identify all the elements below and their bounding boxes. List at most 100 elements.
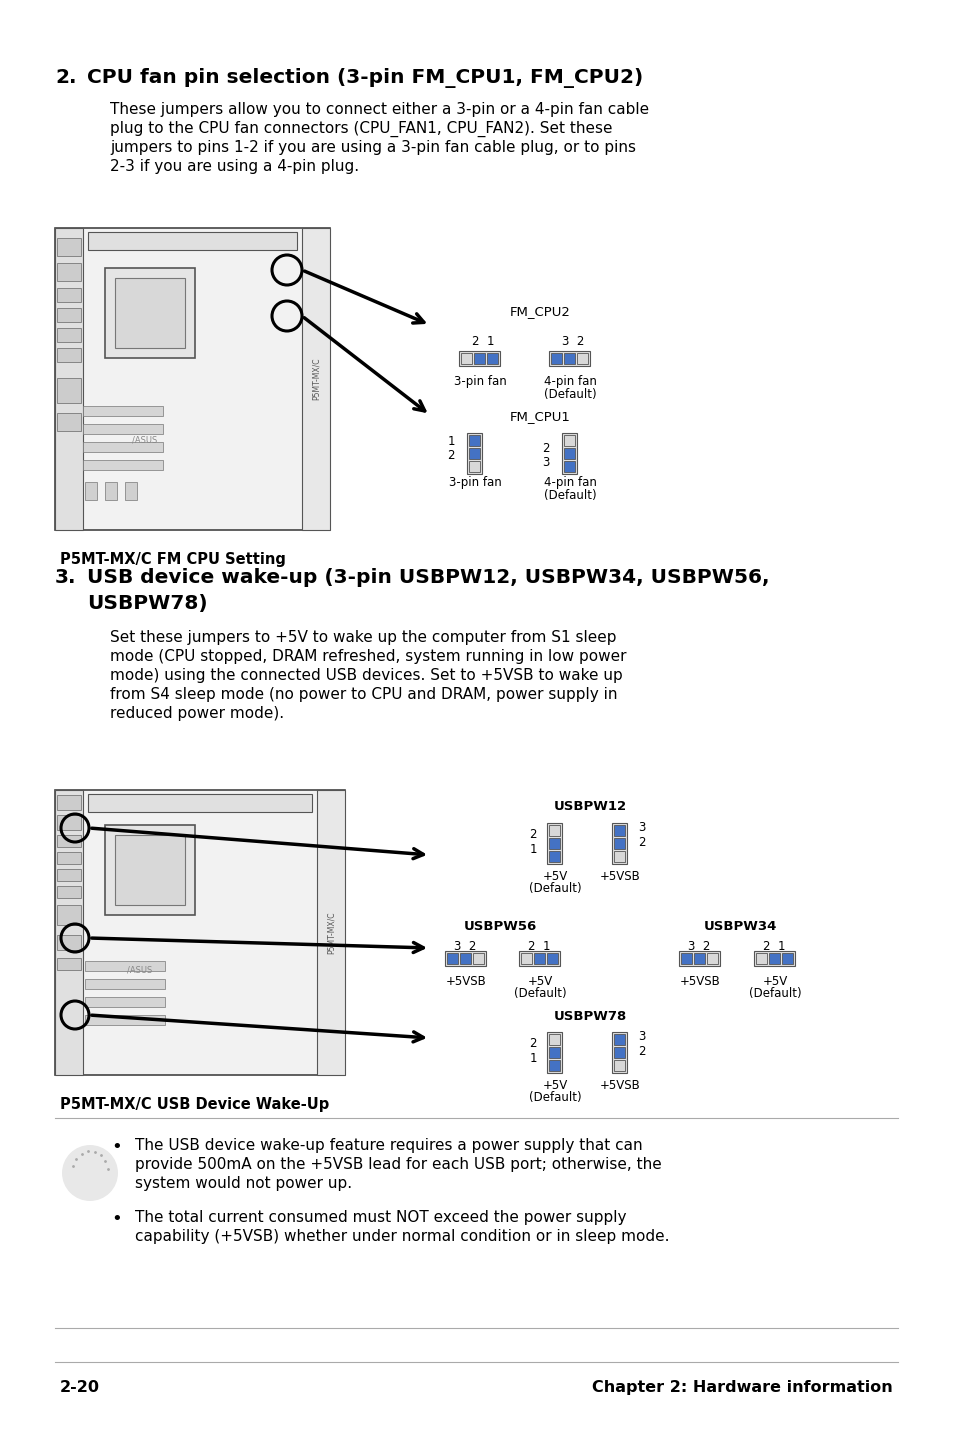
Bar bbox=[534, 952, 545, 963]
Bar bbox=[549, 1047, 560, 1057]
Text: USB device wake-up (3-pin USBPW12, USBPW34, USBPW56,: USB device wake-up (3-pin USBPW12, USBPW… bbox=[87, 568, 769, 587]
Text: P5MT-MX/C: P5MT-MX/C bbox=[312, 358, 320, 400]
Text: •: • bbox=[112, 1137, 122, 1156]
Bar bbox=[57, 958, 81, 971]
Bar bbox=[105, 267, 194, 358]
Bar bbox=[459, 351, 500, 365]
Bar bbox=[57, 413, 81, 431]
Bar bbox=[57, 239, 81, 256]
Text: P5MT-MX/C USB Device Wake-Up: P5MT-MX/C USB Device Wake-Up bbox=[60, 1097, 329, 1112]
Bar bbox=[57, 935, 81, 951]
Bar bbox=[564, 460, 575, 472]
Text: +5V: +5V bbox=[527, 975, 552, 988]
Bar bbox=[564, 352, 575, 364]
Bar bbox=[756, 952, 767, 963]
Text: 2-3 if you are using a 4-pin plug.: 2-3 if you are using a 4-pin plug. bbox=[110, 160, 358, 174]
Text: +5VSB: +5VSB bbox=[679, 975, 720, 988]
Bar bbox=[521, 952, 532, 963]
Text: 2: 2 bbox=[529, 1037, 537, 1050]
Bar bbox=[679, 951, 720, 965]
Bar bbox=[83, 406, 163, 416]
Bar bbox=[577, 352, 588, 364]
Text: Chapter 2: Hardware information: Chapter 2: Hardware information bbox=[592, 1380, 892, 1395]
Bar bbox=[88, 232, 296, 250]
Text: +5V: +5V bbox=[761, 975, 787, 988]
Bar bbox=[549, 837, 560, 848]
Text: /ASUS: /ASUS bbox=[132, 436, 157, 444]
Text: mode) using the connected USB devices. Set to +5VSB to wake up: mode) using the connected USB devices. S… bbox=[110, 669, 622, 683]
Text: capability (+5VSB) whether under normal condition or in sleep mode.: capability (+5VSB) whether under normal … bbox=[135, 1229, 669, 1244]
Text: Set these jumpers to +5V to wake up the computer from S1 sleep: Set these jumpers to +5V to wake up the … bbox=[110, 630, 616, 646]
Text: 3-pin fan: 3-pin fan bbox=[453, 375, 506, 388]
Text: (Default): (Default) bbox=[543, 489, 596, 502]
Text: provide 500mA on the +5VSB lead for each USB port; otherwise, the: provide 500mA on the +5VSB lead for each… bbox=[135, 1158, 661, 1172]
Text: 3  2: 3 2 bbox=[687, 940, 710, 953]
Bar bbox=[551, 352, 562, 364]
Bar bbox=[467, 433, 482, 473]
Bar bbox=[549, 850, 560, 861]
Text: /ASUS: /ASUS bbox=[128, 965, 152, 975]
Text: 1: 1 bbox=[529, 1053, 537, 1066]
Text: 3: 3 bbox=[638, 821, 644, 834]
Bar bbox=[316, 789, 345, 1076]
Bar bbox=[614, 850, 625, 861]
Bar bbox=[88, 794, 312, 812]
Text: These jumpers allow you to connect either a 3-pin or a 4-pin fan cable: These jumpers allow you to connect eithe… bbox=[110, 102, 648, 116]
Text: 1: 1 bbox=[529, 843, 537, 856]
Bar bbox=[85, 1015, 165, 1025]
Bar bbox=[519, 951, 560, 965]
Text: 2: 2 bbox=[447, 449, 455, 462]
Text: (Default): (Default) bbox=[748, 986, 801, 999]
Text: reduced power mode).: reduced power mode). bbox=[110, 706, 284, 720]
Bar bbox=[473, 952, 484, 963]
Text: CPU fan pin selection (3-pin FM_CPU1, FM_CPU2): CPU fan pin selection (3-pin FM_CPU1, FM… bbox=[87, 68, 642, 88]
Bar bbox=[57, 328, 81, 342]
Text: +5V: +5V bbox=[542, 870, 567, 883]
Text: system would not power up.: system would not power up. bbox=[135, 1176, 352, 1191]
Bar bbox=[614, 1060, 625, 1070]
Bar bbox=[487, 352, 498, 364]
Bar bbox=[57, 869, 81, 881]
Bar bbox=[85, 997, 165, 1007]
Bar bbox=[85, 961, 165, 971]
Text: 2: 2 bbox=[638, 835, 645, 848]
Text: The USB device wake-up feature requires a power supply that can: The USB device wake-up feature requires … bbox=[135, 1137, 642, 1153]
Text: USBPW78: USBPW78 bbox=[553, 1009, 626, 1022]
Text: FM_CPU1: FM_CPU1 bbox=[510, 410, 570, 423]
Bar bbox=[85, 979, 165, 989]
Bar bbox=[461, 352, 472, 364]
Bar bbox=[549, 824, 560, 835]
Text: plug to the CPU fan connectors (CPU_FAN1, CPU_FAN2). Set these: plug to the CPU fan connectors (CPU_FAN1… bbox=[110, 121, 612, 137]
Text: The total current consumed must NOT exceed the power supply: The total current consumed must NOT exce… bbox=[135, 1209, 626, 1225]
Text: 3  2: 3 2 bbox=[454, 940, 476, 953]
Bar bbox=[680, 952, 692, 963]
Text: •: • bbox=[112, 1209, 122, 1228]
Bar bbox=[614, 837, 625, 848]
Bar bbox=[547, 1031, 562, 1073]
Text: USBPW78): USBPW78) bbox=[87, 594, 208, 613]
Bar bbox=[612, 823, 627, 863]
Bar bbox=[549, 1060, 560, 1070]
Text: mode (CPU stopped, DRAM refreshed, system running in low power: mode (CPU stopped, DRAM refreshed, syste… bbox=[110, 649, 626, 664]
Text: 4-pin fan: 4-pin fan bbox=[543, 476, 596, 489]
Bar bbox=[474, 352, 485, 364]
Text: +5V: +5V bbox=[542, 1078, 567, 1091]
Text: 3.: 3. bbox=[55, 568, 76, 587]
Text: (Default): (Default) bbox=[528, 881, 580, 894]
Bar bbox=[55, 229, 83, 531]
Bar bbox=[57, 263, 81, 280]
Bar bbox=[115, 278, 185, 348]
Bar bbox=[469, 447, 480, 459]
Text: +5VSB: +5VSB bbox=[599, 1078, 639, 1091]
Text: +5VSB: +5VSB bbox=[445, 975, 486, 988]
Bar bbox=[125, 482, 137, 500]
Bar bbox=[707, 952, 718, 963]
Text: +5VSB: +5VSB bbox=[599, 870, 639, 883]
Bar bbox=[614, 824, 625, 835]
Bar bbox=[57, 378, 81, 403]
Bar bbox=[83, 441, 163, 452]
Text: USBPW56: USBPW56 bbox=[463, 920, 536, 933]
Bar bbox=[55, 789, 83, 1076]
Bar bbox=[469, 460, 480, 472]
Bar bbox=[564, 447, 575, 459]
